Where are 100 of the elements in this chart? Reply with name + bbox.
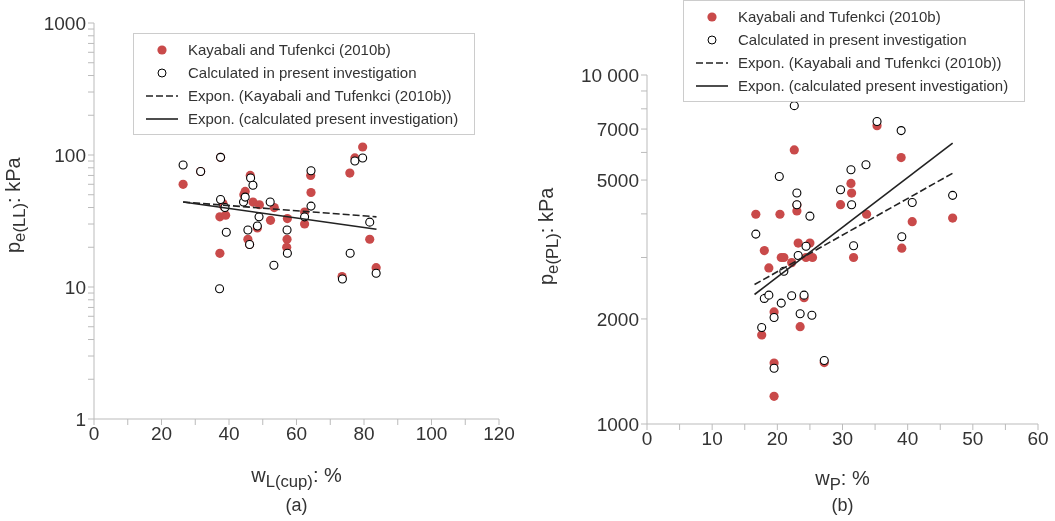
point bbox=[345, 248, 355, 258]
point bbox=[178, 179, 188, 189]
point bbox=[907, 217, 917, 227]
point bbox=[861, 160, 871, 170]
point bbox=[948, 190, 958, 200]
point bbox=[757, 322, 767, 333]
point bbox=[365, 217, 375, 227]
x-tick-label: 20 bbox=[150, 423, 173, 445]
point bbox=[282, 248, 292, 258]
point bbox=[897, 232, 907, 242]
y-tick-label: 10 bbox=[64, 276, 86, 298]
point bbox=[801, 241, 811, 251]
point bbox=[221, 210, 231, 220]
legend-label: Calculated in present investigation bbox=[188, 64, 417, 81]
legend-label: Kayabali and Tufenkci (2010b) bbox=[738, 8, 941, 25]
point bbox=[365, 234, 375, 244]
point bbox=[221, 227, 231, 237]
point bbox=[769, 391, 779, 401]
y-tick-label: 5000 bbox=[596, 169, 639, 191]
point bbox=[805, 211, 815, 221]
legend-label: Expon. (calculated present investigation) bbox=[738, 77, 1009, 94]
legend-label: Calculated in present investigation bbox=[738, 31, 967, 48]
y-tick-label: 1 bbox=[75, 408, 86, 430]
y-tick-label: 7000 bbox=[596, 118, 639, 140]
text: (a) bbox=[284, 495, 309, 516]
point bbox=[759, 245, 769, 256]
point bbox=[807, 310, 817, 320]
point bbox=[907, 198, 917, 208]
point bbox=[795, 309, 805, 319]
point bbox=[769, 312, 779, 322]
legend-label: Expon. (Kayabali and Tufenkci (2010b)) bbox=[188, 87, 452, 104]
x-axis-title: w$_{L(cup)}$: % bbox=[250, 464, 343, 492]
point bbox=[306, 187, 316, 198]
point bbox=[795, 322, 805, 332]
point bbox=[848, 252, 859, 263]
legend-label: Expon. (calculated present investigation) bbox=[188, 110, 459, 127]
x-tick-label: 100 bbox=[415, 423, 448, 445]
point bbox=[847, 200, 857, 210]
point bbox=[846, 178, 856, 189]
point bbox=[775, 209, 785, 219]
x-tick-label: 120 bbox=[483, 423, 515, 445]
y-tick-label: 1000 bbox=[596, 413, 639, 435]
point bbox=[776, 298, 786, 308]
point bbox=[787, 291, 797, 301]
legend-label: Kayabali and Tufenkci (2010b) bbox=[188, 41, 391, 58]
point bbox=[835, 200, 846, 210]
point bbox=[371, 268, 381, 278]
point bbox=[792, 188, 802, 198]
point bbox=[751, 229, 761, 239]
point bbox=[849, 241, 859, 251]
point bbox=[265, 197, 275, 207]
point bbox=[358, 142, 368, 152]
x-tick-label: 80 bbox=[353, 423, 375, 445]
point bbox=[872, 116, 882, 127]
x-tick-label: 0 bbox=[88, 423, 100, 445]
point bbox=[358, 153, 368, 163]
point bbox=[306, 166, 316, 176]
text: (b) bbox=[830, 495, 855, 516]
x-tick-label: 40 bbox=[897, 428, 919, 450]
point bbox=[774, 171, 784, 182]
x-tick-label: 50 bbox=[962, 428, 984, 450]
point bbox=[178, 160, 188, 170]
y-tick-label: 1000 bbox=[43, 12, 86, 34]
y-tick-label: 10 000 bbox=[580, 64, 639, 86]
legend-label: Expon. (Kayabali and Tufenkci (2010b)) bbox=[738, 54, 1002, 71]
point bbox=[345, 168, 355, 178]
point bbox=[751, 209, 761, 219]
x-tick-label: 60 bbox=[285, 423, 308, 445]
point bbox=[248, 180, 258, 190]
point bbox=[769, 363, 779, 373]
point bbox=[836, 185, 846, 195]
y-tick-label: 2000 bbox=[596, 308, 639, 330]
point bbox=[948, 213, 958, 223]
point bbox=[269, 260, 279, 270]
point bbox=[215, 284, 225, 294]
point bbox=[896, 126, 906, 136]
point bbox=[282, 225, 292, 235]
point bbox=[764, 290, 774, 300]
point bbox=[793, 238, 803, 248]
point bbox=[215, 248, 225, 258]
x-tick-label: 10 bbox=[701, 428, 723, 450]
point bbox=[243, 225, 253, 235]
point bbox=[846, 165, 856, 175]
point bbox=[216, 194, 226, 205]
x-tick-label: 60 bbox=[1027, 428, 1049, 450]
x-tick-label: 30 bbox=[831, 428, 854, 450]
point bbox=[254, 212, 264, 222]
point bbox=[847, 188, 857, 198]
x-axis-title: w$_{P}$: % bbox=[814, 467, 871, 495]
x-tick-label: 40 bbox=[218, 423, 240, 445]
x-tick-label: 0 bbox=[641, 428, 653, 450]
y-tick-label: 100 bbox=[54, 144, 86, 166]
point bbox=[764, 263, 774, 273]
point bbox=[896, 152, 906, 163]
point bbox=[265, 215, 276, 225]
point bbox=[306, 201, 316, 211]
point bbox=[282, 234, 292, 244]
x-tick-label: 20 bbox=[766, 428, 788, 450]
point bbox=[789, 145, 799, 155]
point bbox=[862, 209, 872, 219]
